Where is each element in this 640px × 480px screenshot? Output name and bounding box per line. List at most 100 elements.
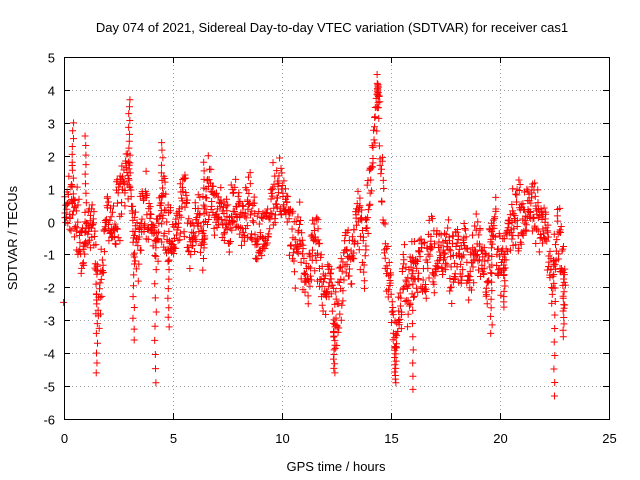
data-point (461, 226, 469, 234)
data-point (309, 216, 317, 224)
data-point (472, 210, 480, 218)
data-point (441, 254, 449, 262)
x-tick-label: 15 (384, 431, 398, 446)
y-tick-label: 1 (48, 183, 55, 198)
data-point (346, 265, 354, 273)
y-tick-label: -6 (43, 413, 55, 428)
data-point (319, 278, 327, 286)
data-point (234, 192, 242, 200)
data-point (460, 220, 468, 228)
data-point (327, 269, 335, 277)
data-point (217, 215, 225, 223)
data-point (243, 222, 251, 230)
data-point (98, 256, 106, 264)
data-point (522, 221, 530, 229)
data-point (550, 279, 558, 287)
data-point (296, 198, 304, 206)
data-point (146, 203, 154, 211)
data-point (158, 176, 166, 184)
data-point (159, 214, 167, 222)
data-point (99, 261, 107, 269)
data-point (146, 210, 154, 218)
data-point (190, 229, 198, 237)
data-point (289, 207, 297, 215)
data-point (233, 203, 241, 211)
data-point (351, 238, 359, 246)
data-point (183, 196, 191, 204)
data-point (327, 265, 335, 273)
data-point (491, 233, 499, 241)
data-point (98, 292, 106, 300)
data-point (200, 201, 208, 209)
data-point (431, 272, 439, 280)
data-point (392, 364, 400, 372)
data-point (69, 174, 77, 182)
data-point (387, 319, 395, 327)
data-point (457, 260, 465, 268)
data-point (299, 245, 307, 253)
data-point (451, 274, 459, 282)
data-point (338, 301, 346, 309)
data-point (535, 248, 543, 256)
x-tick-label: 25 (602, 431, 616, 446)
data-point (490, 232, 498, 240)
data-point (151, 294, 159, 302)
data-point (560, 275, 568, 283)
data-point (230, 217, 238, 225)
data-point (401, 297, 409, 305)
data-point (125, 158, 133, 166)
chart-title: Day 074 of 2021, Sidereal Day-to-day VTE… (96, 20, 568, 35)
data-point (461, 225, 469, 233)
data-point (69, 135, 77, 143)
data-point (164, 294, 172, 302)
data-point (431, 240, 439, 248)
data-point (193, 219, 201, 227)
data-point (125, 176, 133, 184)
data-point (182, 174, 190, 182)
data-point (531, 192, 539, 200)
data-point (448, 300, 456, 308)
data-point (185, 215, 193, 223)
data-point (227, 181, 235, 189)
data-point (343, 260, 351, 268)
data-point (386, 279, 394, 287)
data-point (226, 238, 234, 246)
data-point (310, 220, 318, 228)
data-point (203, 194, 211, 202)
data-point (129, 314, 137, 322)
data-point (363, 181, 371, 189)
data-point (519, 231, 527, 239)
data-point (80, 261, 88, 269)
data-point (304, 292, 312, 300)
data-point (329, 355, 337, 363)
data-point (534, 227, 542, 235)
data-point (335, 279, 343, 287)
data-point (132, 265, 140, 273)
y-axis-label: SDTVAR / TECUs (5, 185, 20, 290)
data-point (551, 311, 559, 319)
data-point (350, 255, 358, 263)
data-point (497, 291, 505, 299)
data-point (430, 289, 438, 297)
data-point (176, 229, 184, 237)
data-point (439, 246, 447, 254)
data-point (487, 304, 495, 312)
data-point (165, 323, 173, 331)
data-point (427, 237, 435, 245)
data-point (126, 169, 134, 177)
data-point (327, 275, 335, 283)
data-point (508, 200, 516, 208)
data-point (68, 150, 76, 158)
data-point (200, 210, 208, 218)
data-point (116, 237, 124, 245)
data-point (126, 151, 134, 159)
data-point (511, 190, 519, 198)
data-point (241, 209, 249, 217)
data-point (268, 192, 276, 200)
data-point (99, 268, 107, 276)
data-point (445, 237, 453, 245)
data-point (453, 263, 461, 271)
data-point (92, 290, 100, 298)
data-point (246, 169, 254, 177)
data-point (391, 361, 399, 369)
